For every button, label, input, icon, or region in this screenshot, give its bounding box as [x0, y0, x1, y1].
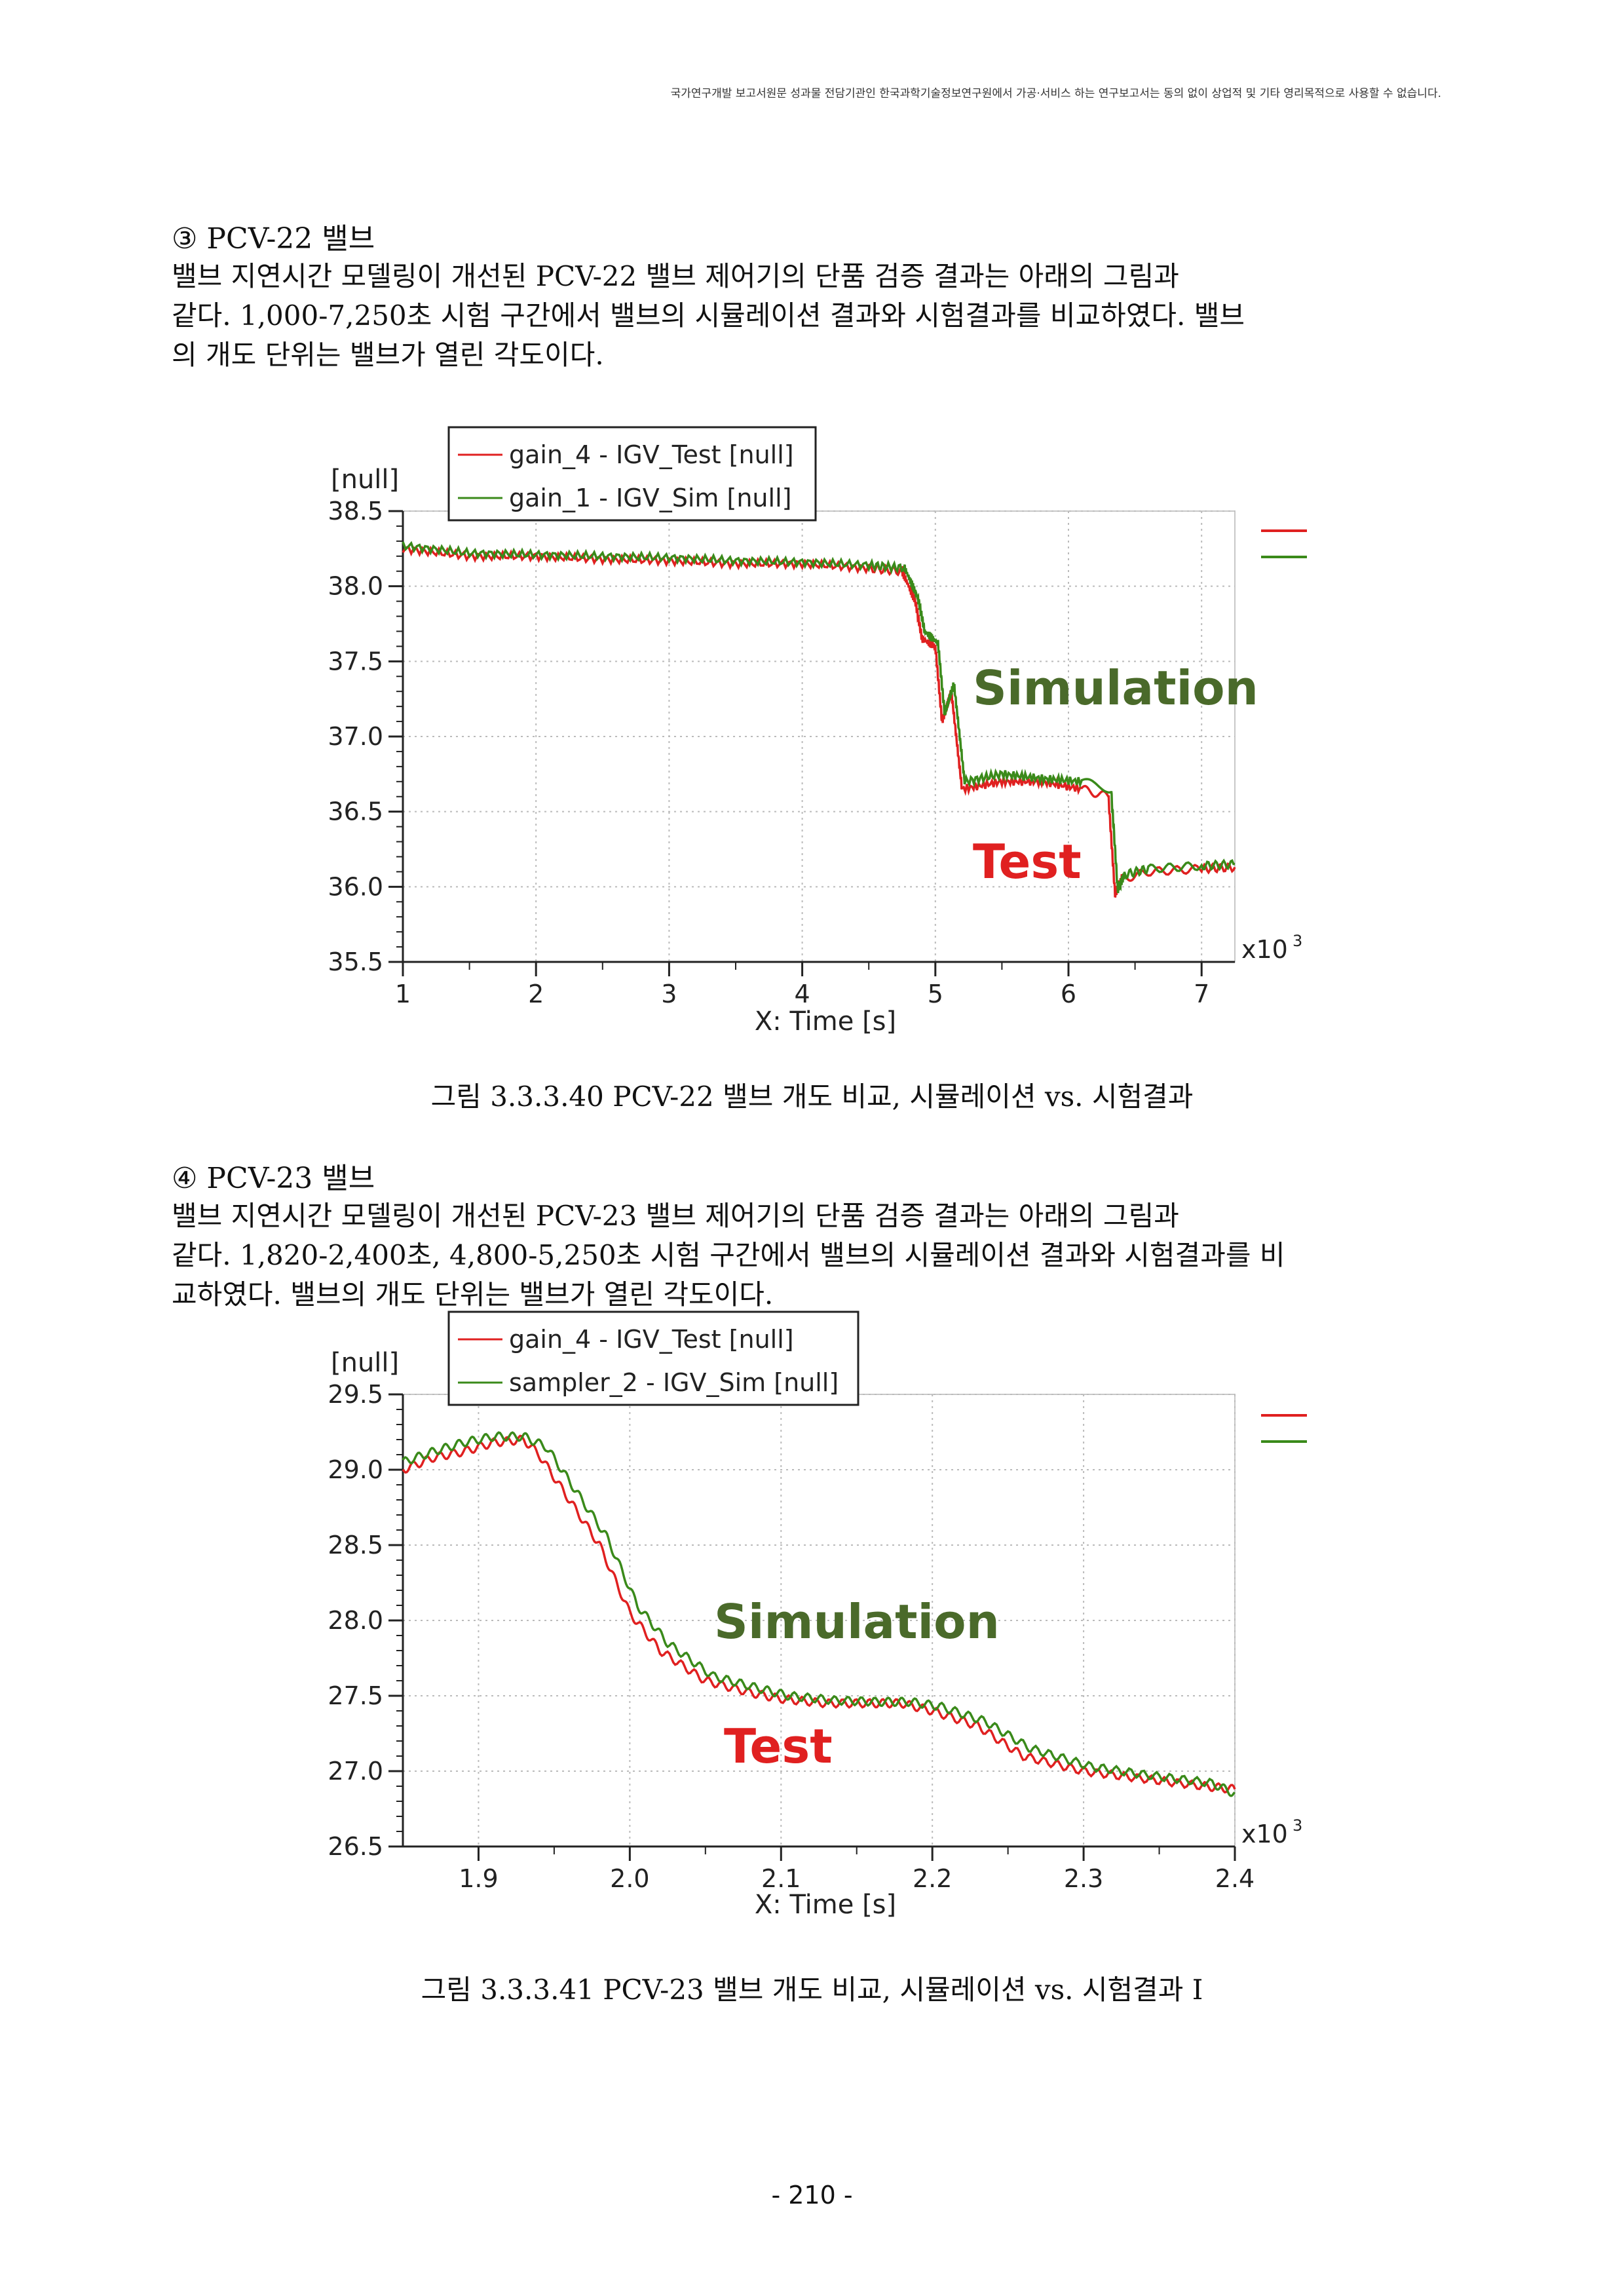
legend-label: sampler_2 - IGV_Sim [null]: [509, 1368, 839, 1397]
y-unit-label: [null]: [331, 465, 399, 495]
section-title-pcv23: ④ PCV-23 밸브: [172, 1162, 375, 1195]
x-tick-label: 2.1: [761, 1864, 801, 1893]
series-sim-line: [402, 1431, 1236, 1797]
annotation-test: Test: [724, 1719, 833, 1774]
y-tick-label: 29.5: [328, 1380, 383, 1409]
y-tick-label: 36.5: [328, 797, 383, 826]
y-tick-label: 36.0: [328, 872, 383, 901]
x-tick-label: 2.2: [913, 1864, 952, 1893]
paragraph-line: 의 개도 단위는 밸브가 열린 각도이다.: [172, 339, 604, 371]
x-multiplier-exponent: 3: [1293, 1816, 1302, 1835]
series-sim-line: [402, 541, 1236, 894]
y-tick-label: 38.5: [328, 497, 383, 526]
x-multiplier-label: x10: [1241, 935, 1288, 964]
x-multiplier-exponent: 3: [1293, 932, 1302, 950]
paragraph-pcv23: 밸브 지연시간 모델링이 개선된 PCV-23 밸브 제어기의 단품 검증 결과…: [172, 1196, 1465, 1314]
series-test-line: [402, 545, 1236, 898]
x-tick-label: 6: [1061, 980, 1076, 1008]
x-tick-label: 1: [395, 980, 411, 1008]
x-tick-label: 4: [795, 980, 810, 1008]
x-tick-label: 1.9: [459, 1864, 498, 1893]
paragraph-line: 밸브 지연시간 모델링이 개선된 PCV-23 밸브 제어기의 단품 검증 결과…: [172, 1200, 1179, 1232]
x-tick-label: 3: [661, 980, 677, 1008]
legend-label: gain_1 - IGV_Sim [null]: [509, 484, 791, 512]
y-tick-label: 28.5: [328, 1531, 383, 1559]
x-multiplier-label: x10: [1241, 1820, 1288, 1848]
x-tick-label: 5: [928, 980, 943, 1008]
y-tick-label: 29.0: [328, 1455, 383, 1484]
x-tick-label: 2: [528, 980, 544, 1008]
legend-label: gain_4 - IGV_Test [null]: [509, 440, 794, 469]
figure-caption-3-3-3-41: 그림 3.3.3.41 PCV-23 밸브 개도 비교, 시뮬레이션 vs. 시…: [421, 1974, 1203, 2006]
paragraph-line: 같다. 1,820-2,400초, 4,800-5,250초 시험 구간에서 밸…: [172, 1239, 1285, 1271]
plot-area: [402, 510, 1236, 963]
x-tick-label: 2.3: [1064, 1864, 1103, 1893]
paragraph-pcv22: 밸브 지연시간 모델링이 개선된 PCV-22 밸브 제어기의 단품 검증 결과…: [172, 257, 1465, 375]
page-number: - 210 -: [771, 2181, 853, 2210]
header-note: 국가연구개발 보고서원문 성과물 전담기관인 한국과학기술정보연구원에서 가공·…: [670, 87, 1441, 100]
paragraph-line: 밸브 지연시간 모델링이 개선된 PCV-22 밸브 제어기의 단품 검증 결과…: [172, 260, 1179, 292]
annotation-simulation: Simulation: [973, 660, 1258, 716]
x-tick-label: 7: [1194, 980, 1209, 1008]
y-tick-label: 37.5: [328, 647, 383, 676]
x-axis-label: X: Time [s]: [755, 1006, 896, 1037]
y-tick-label: 27.5: [328, 1681, 383, 1710]
y-tick-label: 35.5: [328, 947, 383, 976]
y-tick-label: 28.0: [328, 1606, 383, 1635]
y-unit-label: [null]: [331, 1348, 399, 1378]
legend-box: [447, 1311, 859, 1406]
section-title-pcv22: ③ PCV-22 밸브: [172, 222, 375, 256]
figure-caption-3-3-3-40: 그림 3.3.3.40 PCV-22 밸브 개도 비교, 시뮬레이션 vs. 시…: [430, 1081, 1194, 1113]
x-axis-label: X: Time [s]: [755, 1890, 896, 1920]
y-tick-label: 26.5: [328, 1832, 383, 1861]
legend-box: [447, 426, 817, 522]
y-tick-label: 27.0: [328, 1757, 383, 1786]
paragraph-line: 같다. 1,000-7,250초 시험 구간에서 밸브의 시뮬레이션 결과와 시…: [172, 299, 1245, 332]
x-tick-label: 2.4: [1215, 1864, 1255, 1893]
legend-label: gain_4 - IGV_Test [null]: [509, 1325, 794, 1354]
y-tick-label: 38.0: [328, 572, 383, 601]
annotation-simulation: Simulation: [714, 1594, 1000, 1649]
y-tick-label: 37.0: [328, 722, 383, 751]
x-tick-label: 2.0: [610, 1864, 649, 1893]
annotation-test: Test: [973, 834, 1082, 889]
paragraph-line: 교하였다. 밸브의 개도 단위는 밸브가 열린 각도이다.: [172, 1278, 774, 1311]
